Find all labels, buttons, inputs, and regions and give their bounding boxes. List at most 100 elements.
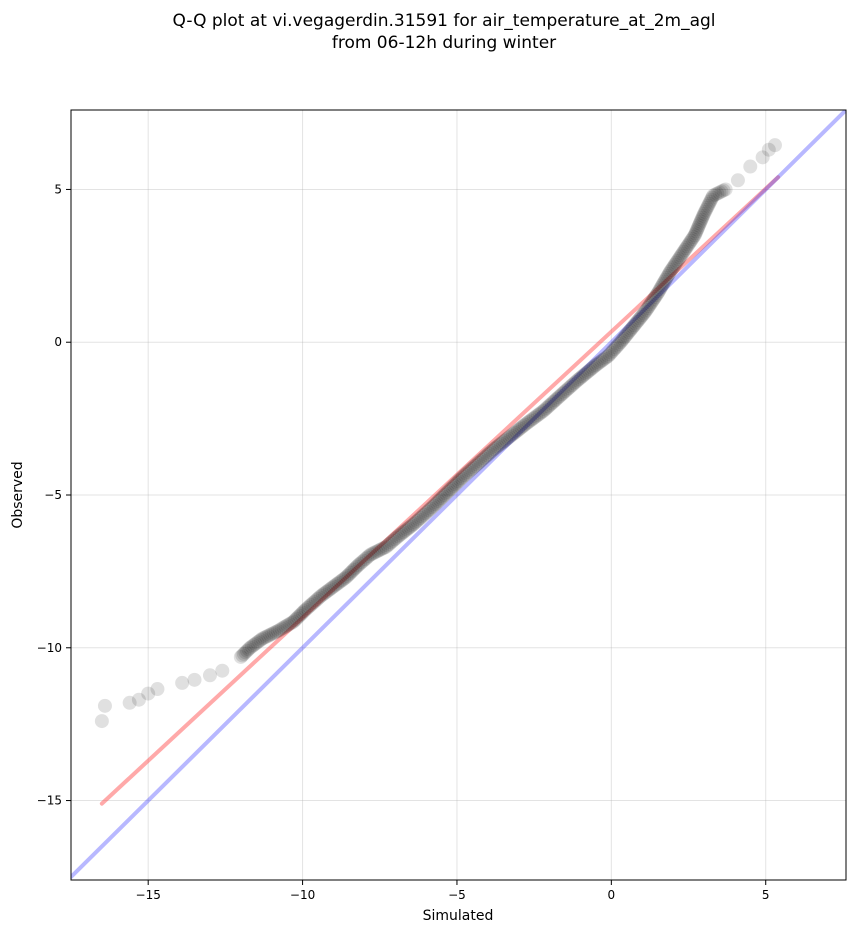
qq-point (697, 204, 712, 219)
qq-point (454, 471, 469, 486)
qq-point (580, 365, 595, 380)
qq-point (630, 314, 645, 329)
qq-point (415, 509, 430, 524)
qq-point (607, 342, 622, 357)
qq-point (241, 642, 256, 657)
qq-point (582, 363, 597, 378)
qq-point (556, 385, 571, 400)
qq-point (605, 343, 620, 358)
qq-point (255, 631, 270, 646)
qq-point (413, 510, 428, 525)
qq-point (517, 417, 532, 432)
qq-point (457, 468, 472, 483)
qq-point (670, 253, 685, 268)
qq-point (235, 648, 250, 663)
fit-line (99, 175, 781, 806)
qq-point (561, 381, 576, 396)
qq-point (677, 242, 692, 257)
qq-point (500, 431, 515, 446)
qq-point (307, 594, 322, 609)
y-tick-label: 0 (54, 335, 62, 349)
qq-point (681, 237, 696, 252)
qq-point (202, 668, 217, 683)
qq-point (239, 643, 254, 658)
qq-point (679, 241, 694, 256)
qq-point (712, 185, 727, 200)
qq-point (716, 183, 731, 198)
chart-title-line1: Q-Q plot at vi.vegagerdin.31591 for air_… (172, 11, 715, 31)
qq-point (696, 208, 711, 223)
qq-point (274, 621, 289, 636)
qq-point (659, 270, 674, 285)
qq-point (639, 302, 654, 317)
qq-point (488, 440, 503, 455)
x-tick-label: −10 (290, 888, 315, 902)
qq-point (384, 535, 399, 550)
qq-point (312, 590, 327, 605)
qq-point (687, 228, 702, 243)
qq-point (704, 192, 719, 207)
qq-point (295, 605, 310, 620)
qq-point (691, 218, 706, 233)
qq-point (624, 321, 639, 336)
qq-point (689, 224, 704, 239)
qq-point (663, 264, 678, 279)
qq-point (473, 454, 488, 469)
qq-point (549, 391, 564, 406)
qq-point (462, 463, 477, 478)
qq-point (289, 611, 304, 626)
qq-point (530, 408, 545, 423)
qq-point (714, 184, 729, 199)
qq-point (685, 231, 700, 246)
qq-point (344, 564, 359, 579)
qq-point (743, 159, 758, 174)
qq-point (695, 210, 710, 225)
qq-point (263, 627, 278, 642)
qq-point (628, 316, 643, 331)
qq-point (369, 544, 384, 559)
qq-point (640, 301, 655, 315)
qq-point (187, 672, 202, 687)
qq-point (620, 326, 635, 341)
qq-point (485, 443, 500, 458)
qq-point (453, 472, 468, 487)
qq-point (290, 610, 305, 625)
qq-point (141, 686, 156, 701)
qq-point (365, 546, 380, 561)
qq-point (426, 498, 441, 513)
qq-point (690, 222, 705, 237)
qq-point (375, 541, 390, 556)
qq-point (563, 379, 578, 394)
qq-point (538, 402, 553, 417)
qq-point (471, 455, 486, 470)
qq-point (297, 604, 312, 619)
qq-point (131, 692, 146, 707)
qq-point (387, 532, 402, 547)
qq-point (310, 591, 325, 606)
qq-point (682, 235, 697, 250)
qq-point (436, 489, 451, 504)
qq-point (418, 506, 433, 521)
qq-point (150, 682, 165, 697)
qq-point (631, 313, 646, 328)
qq-point (634, 309, 649, 324)
qq-point (238, 645, 253, 660)
qq-point (236, 646, 251, 661)
qq-point (560, 382, 575, 397)
qq-point (650, 286, 665, 301)
x-axis-label: Simulated (423, 908, 494, 924)
qq-point (680, 239, 695, 254)
qq-point (570, 373, 585, 388)
qq-point (614, 333, 629, 348)
y-axis-label: Observed (10, 461, 26, 528)
qq-point (324, 580, 339, 595)
qq-point (594, 354, 609, 369)
qq-point (408, 515, 423, 530)
qq-point (487, 442, 502, 457)
qq-point (601, 348, 616, 363)
qq-point (406, 517, 421, 532)
qq-point (665, 261, 680, 276)
qq-point (354, 555, 369, 570)
qq-point (525, 412, 540, 427)
qq-point (391, 529, 406, 544)
